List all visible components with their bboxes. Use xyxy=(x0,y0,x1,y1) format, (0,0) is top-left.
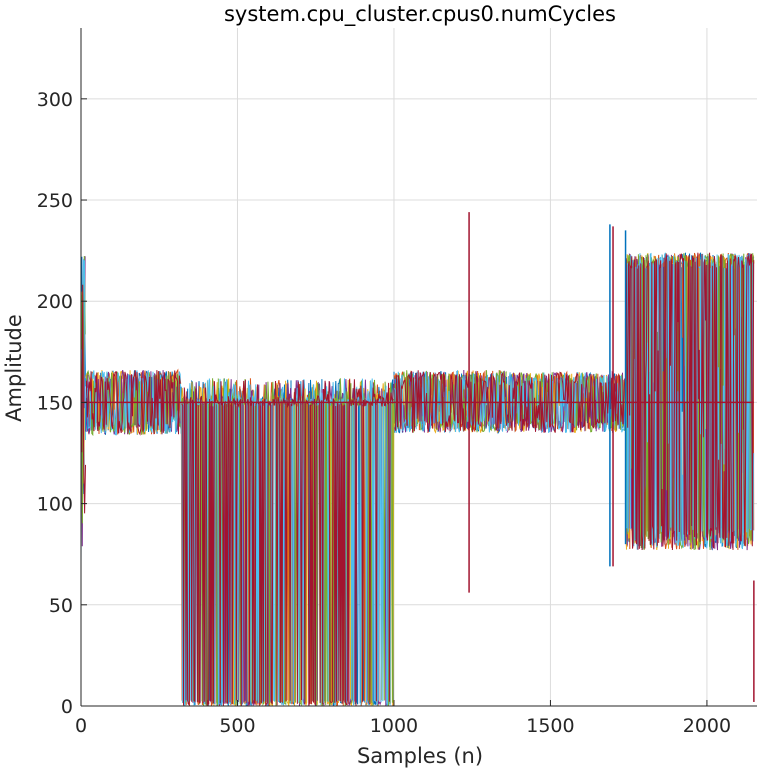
series-trace-5-6 xyxy=(625,252,755,551)
series-group xyxy=(81,212,755,706)
series-trace-4-6 xyxy=(506,371,626,433)
x-tick-label: 1500 xyxy=(526,715,574,737)
tick-labels: 0 500 1000 1500 2000 0 50 100 150 200 250 300 xyxy=(37,89,731,737)
series-trace-2-6 xyxy=(181,379,394,706)
series-trace-2-3 xyxy=(181,378,394,706)
x-axis-label: Samples (n) xyxy=(357,744,483,768)
y-tick-label: 100 xyxy=(37,494,73,516)
x-tick-label: 1000 xyxy=(370,715,418,737)
y-tick-label: 300 xyxy=(37,89,73,111)
y-tick-label: 250 xyxy=(37,190,73,212)
plot-area xyxy=(81,212,755,706)
series-trace-1-6 xyxy=(85,370,181,436)
y-tick-label: 150 xyxy=(37,392,73,414)
axes xyxy=(80,28,757,707)
x-tick-label: 500 xyxy=(219,715,255,737)
x-tick-label: 2000 xyxy=(683,715,731,737)
y-axis-label: Amplitude xyxy=(2,314,26,422)
y-tick-label: 50 xyxy=(49,595,73,617)
chart-title: system.cpu_cluster.cpus0.numCycles xyxy=(224,2,616,27)
y-tick-label: 0 xyxy=(61,696,73,718)
y-tick-label: 200 xyxy=(37,291,73,313)
x-tick-label: 0 xyxy=(75,715,87,737)
series-trace-0-6 xyxy=(81,284,86,514)
